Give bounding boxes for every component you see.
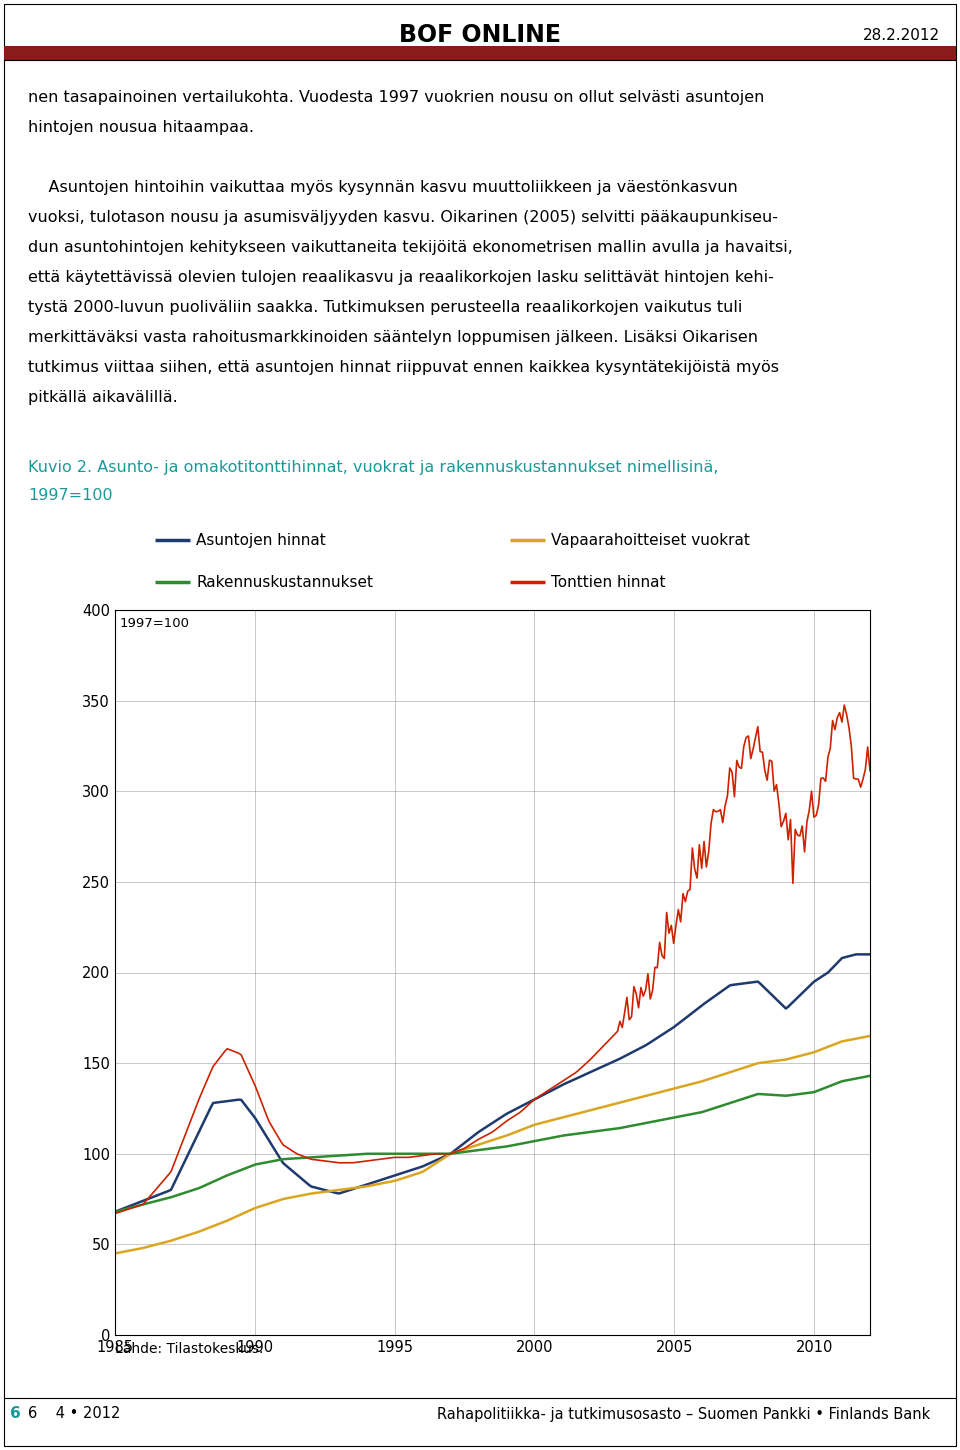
Text: Rahapolitiikka- ja tutkimusosasto – Suomen Pankki • Finlands Bank: Rahapolitiikka- ja tutkimusosasto – Suom… bbox=[437, 1406, 930, 1421]
Text: vuoksi, tulotason nousu ja asumisväljyyden kasvu. Oikarinen (2005) selvitti pääk: vuoksi, tulotason nousu ja asumisväljyyd… bbox=[28, 210, 778, 225]
Text: 6: 6 bbox=[10, 1406, 21, 1421]
Text: tystä 2000-luvun puoliväliin saakka. Tutkimuksen perusteella reaalikorkojen vaik: tystä 2000-luvun puoliväliin saakka. Tut… bbox=[28, 300, 742, 315]
Text: että käytettävissä olevien tulojen reaalikasvu ja reaalikorkojen lasku selittävä: että käytettävissä olevien tulojen reaal… bbox=[28, 270, 774, 286]
Text: dun asuntohintojen kehitykseen vaikuttaneita tekijöitä ekonometrisen mallin avul: dun asuntohintojen kehitykseen vaikuttan… bbox=[28, 241, 793, 255]
Text: Asuntojen hintoihin vaikuttaa myös kysynnän kasvu muuttoliikkeen ja väestönkasvu: Asuntojen hintoihin vaikuttaa myös kysyn… bbox=[28, 180, 737, 194]
Text: nen tasapainoinen vertailukohta. Vuodesta 1997 vuokrien nousu on ollut selvästi : nen tasapainoinen vertailukohta. Vuodest… bbox=[28, 90, 764, 104]
Text: Lähde: Tilastokeskus.: Lähde: Tilastokeskus. bbox=[115, 1343, 263, 1356]
Text: 6    4 • 2012: 6 4 • 2012 bbox=[28, 1406, 120, 1421]
Text: Asuntojen hinnat: Asuntojen hinnat bbox=[196, 532, 325, 548]
Text: 28.2.2012: 28.2.2012 bbox=[863, 28, 940, 42]
Text: Kuvio 2. Asunto- ja omakotitonttihinnat, vuokrat ja rakennuskustannukset nimelli: Kuvio 2. Asunto- ja omakotitonttihinnat,… bbox=[28, 460, 718, 476]
Text: BOF ONLINE: BOF ONLINE bbox=[399, 23, 561, 46]
Text: Vapaarahoitteiset vuokrat: Vapaarahoitteiset vuokrat bbox=[551, 532, 750, 548]
Bar bbox=[4, 46, 956, 59]
Text: pitkällä aikavälillä.: pitkällä aikavälillä. bbox=[28, 390, 178, 405]
Text: tutkimus viittaa siihen, että asuntojen hinnat riippuvat ennen kaikkea kysyntäte: tutkimus viittaa siihen, että asuntojen … bbox=[28, 360, 779, 376]
Text: merkittäväksi vasta rahoitusmarkkinoiden sääntelyn loppumisen jälkeen. Lisäksi O: merkittäväksi vasta rahoitusmarkkinoiden… bbox=[28, 331, 758, 345]
Text: Rakennuskustannukset: Rakennuskustannukset bbox=[196, 574, 373, 590]
Text: Tonttien hinnat: Tonttien hinnat bbox=[551, 574, 665, 590]
Text: hintojen nousua hitaampaa.: hintojen nousua hitaampaa. bbox=[28, 120, 254, 135]
Text: 1997=100: 1997=100 bbox=[28, 489, 112, 503]
Text: 1997=100: 1997=100 bbox=[119, 618, 189, 631]
